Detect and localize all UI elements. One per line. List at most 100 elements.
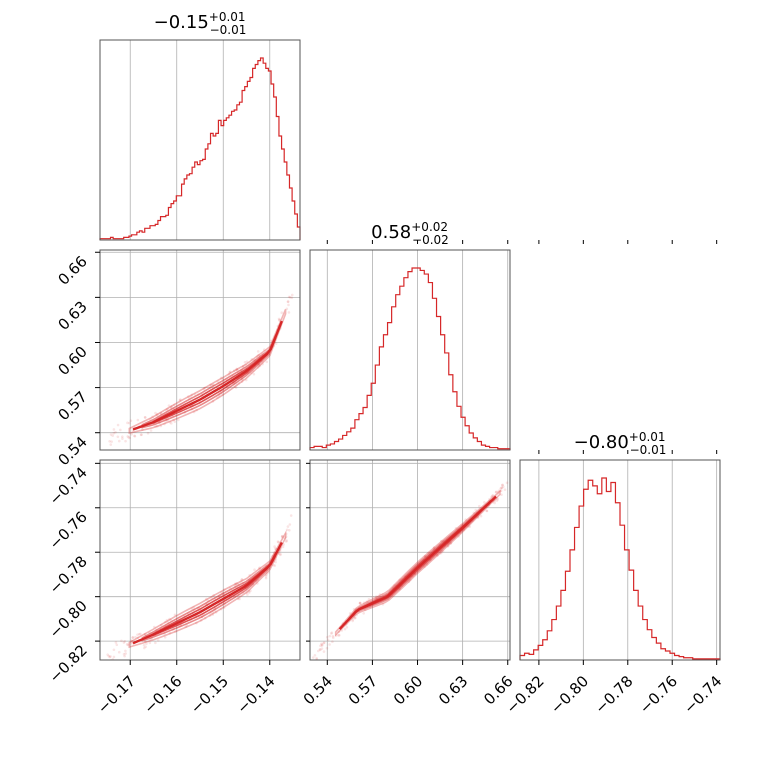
sample-point xyxy=(129,642,133,645)
axes-frame xyxy=(99,249,301,451)
x-tick-label: −0.80 xyxy=(547,672,592,717)
sample-point xyxy=(131,636,135,639)
sample-point xyxy=(125,643,129,646)
sample-point xyxy=(126,435,130,438)
sample-point xyxy=(111,434,114,437)
sample-point xyxy=(439,539,443,543)
sample-point xyxy=(126,421,129,425)
sample-point xyxy=(274,547,278,551)
x-tick-label: −0.15 xyxy=(187,672,232,717)
sample-point xyxy=(223,588,226,591)
sample-point xyxy=(279,552,282,556)
sample-point xyxy=(119,428,122,432)
sample-point xyxy=(245,591,248,594)
sample-point xyxy=(203,616,207,620)
x-tick-label: −0.16 xyxy=(140,672,185,717)
sample-point xyxy=(488,497,491,501)
sample-point xyxy=(378,593,382,596)
title-lower-error: −0.01 xyxy=(630,443,667,457)
y-tick-label: 0.57 xyxy=(54,388,90,424)
sample-point xyxy=(136,633,139,636)
sample-point xyxy=(239,580,242,584)
sample-point xyxy=(168,631,172,635)
sample-point xyxy=(496,490,500,494)
sample-point xyxy=(454,527,458,530)
sample-point xyxy=(258,364,262,368)
sample-point xyxy=(338,633,341,637)
sample-point xyxy=(505,481,509,485)
sample-point xyxy=(139,433,143,437)
sample-point xyxy=(499,487,502,490)
sample-point xyxy=(130,639,134,643)
x-tick-label: −0.78 xyxy=(591,672,636,717)
sample-point xyxy=(500,486,504,490)
y-tick-label: −0.78 xyxy=(46,552,91,597)
sample-point xyxy=(439,552,442,555)
sample-point xyxy=(156,412,159,416)
sample-point xyxy=(330,631,334,634)
sample-point xyxy=(493,501,496,505)
sample-point xyxy=(107,654,111,658)
sample-point xyxy=(220,590,223,594)
sample-point xyxy=(216,396,219,400)
sample-point xyxy=(208,614,212,617)
sample-point xyxy=(174,630,177,633)
sample-point xyxy=(440,551,443,554)
sample-point xyxy=(494,490,498,494)
sample-point xyxy=(109,443,113,446)
sample-point xyxy=(128,421,131,425)
sample-point xyxy=(142,643,146,647)
sample-point xyxy=(211,400,215,403)
sample-point xyxy=(108,439,111,443)
sample-point xyxy=(320,647,324,650)
sample-point xyxy=(109,660,112,663)
sample-point xyxy=(285,307,289,311)
sample-point xyxy=(108,655,112,659)
sample-point xyxy=(322,641,325,645)
sample-point xyxy=(279,553,282,557)
sample-point xyxy=(362,601,366,605)
sample-point xyxy=(192,606,196,609)
histogram-line xyxy=(309,267,511,450)
sample-point xyxy=(134,635,137,639)
sample-point xyxy=(278,318,281,322)
sample-point xyxy=(133,434,137,438)
sample-point xyxy=(169,406,173,409)
sample-point xyxy=(187,395,190,398)
sample-point xyxy=(337,630,341,633)
sample-point xyxy=(173,420,177,423)
sample-point xyxy=(240,578,243,582)
sample-point xyxy=(219,376,223,380)
sample-point xyxy=(159,424,163,428)
y-tick-label: −0.76 xyxy=(46,508,91,553)
sample-point xyxy=(123,640,127,643)
sample-point xyxy=(285,539,288,542)
sample-point xyxy=(265,571,269,575)
sample-point xyxy=(256,366,260,369)
sample-point xyxy=(117,439,121,443)
sample-point xyxy=(257,567,261,570)
sample-point xyxy=(170,422,173,425)
sample-point xyxy=(352,607,356,611)
sample-point xyxy=(190,393,194,397)
sample-point xyxy=(163,422,166,426)
title-median: 0.58 xyxy=(371,222,411,243)
sample-point xyxy=(316,649,320,653)
sample-point xyxy=(130,639,133,642)
sample-point xyxy=(112,648,116,652)
sample-point xyxy=(289,514,293,517)
sample-point xyxy=(285,528,289,532)
sample-point xyxy=(116,423,120,427)
sample-point xyxy=(500,493,503,497)
sample-point xyxy=(110,440,113,443)
sample-point xyxy=(496,497,500,501)
density xyxy=(106,514,293,663)
sample-point xyxy=(227,373,231,376)
sample-point xyxy=(235,368,239,372)
sample-point xyxy=(168,617,171,621)
sample-point xyxy=(146,431,150,435)
sample-point xyxy=(311,656,315,659)
sample-point xyxy=(112,431,116,435)
sample-point xyxy=(474,508,478,512)
sample-point xyxy=(172,403,176,407)
